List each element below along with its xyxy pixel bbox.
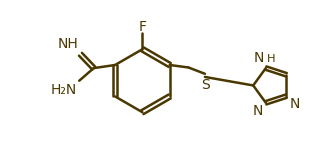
Text: N: N [290, 97, 300, 111]
Text: F: F [138, 20, 146, 34]
Text: H: H [267, 54, 276, 64]
Text: H₂N: H₂N [51, 83, 77, 97]
Text: S: S [201, 78, 209, 92]
Text: N: N [252, 104, 263, 118]
Text: N: N [254, 51, 264, 65]
Text: NH: NH [58, 37, 79, 51]
